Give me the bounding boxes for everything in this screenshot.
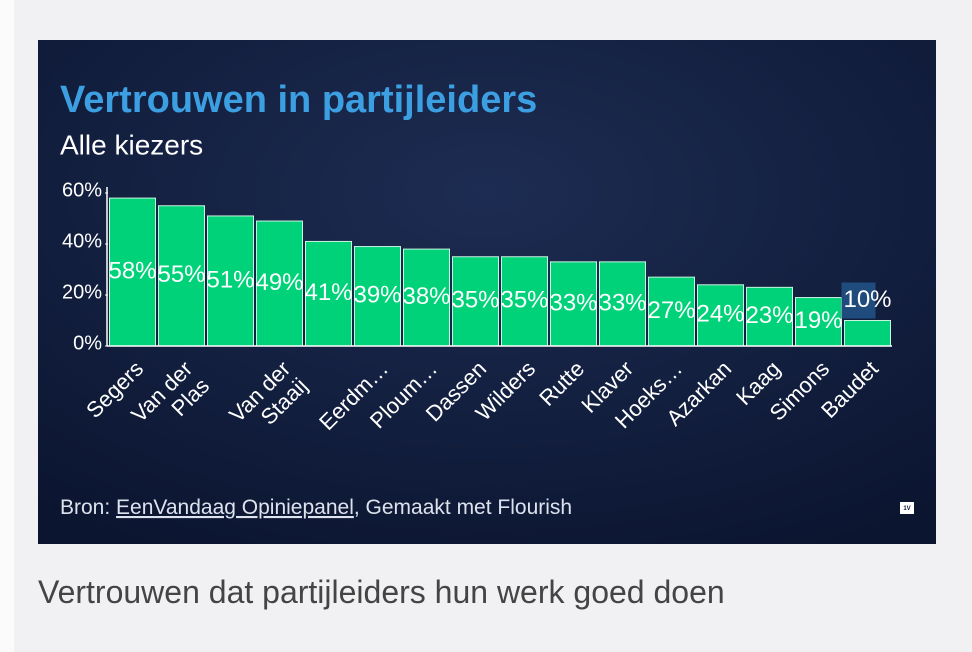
- y-tick-label: 20%: [62, 281, 102, 303]
- bar: [648, 276, 695, 347]
- source-prefix: Bron:: [60, 496, 110, 519]
- bar: [795, 297, 842, 347]
- value-label: 19%: [794, 307, 842, 334]
- logo-box: [900, 502, 914, 514]
- bar: [305, 240, 352, 347]
- caption: Vertrouwen dat partijleiders hun werk go…: [38, 574, 725, 610]
- chart-subtitle: Alle kiezers: [60, 129, 203, 160]
- value-label: 24%: [696, 301, 744, 328]
- value-label: 23%: [745, 302, 793, 329]
- logo: 1V: [903, 506, 910, 512]
- value-label: 35%: [500, 287, 548, 314]
- bar: [158, 205, 205, 347]
- value-label: 10%: [843, 286, 891, 313]
- value-label: 51%: [206, 266, 254, 293]
- value-label: 49%: [255, 269, 303, 296]
- bar: [403, 248, 450, 347]
- source-suffix: , Gemaakt met Flourish: [354, 496, 572, 519]
- value-label-box: [841, 282, 876, 319]
- value-label: 33%: [549, 289, 597, 316]
- value-label: 38%: [402, 283, 450, 310]
- value-label: 33%: [598, 289, 646, 316]
- y-tick-label: 0%: [73, 332, 102, 354]
- source-link[interactable]: EenVandaag Opiniepanel: [116, 496, 354, 519]
- source-text: Bron: EenVandaag Opiniepanel, Gemaakt me…: [60, 496, 572, 519]
- bar: [452, 256, 499, 347]
- bar: [256, 220, 303, 347]
- chart-panel: Vertrouwen in partijleiders Alle kiezers…: [38, 40, 936, 544]
- y-tick-label: 60%: [62, 179, 102, 201]
- chart-title: Vertrouwen in partijleiders: [60, 79, 537, 121]
- y-tick-label: 40%: [62, 230, 102, 252]
- bar: [550, 261, 597, 347]
- value-label: 55%: [157, 261, 205, 288]
- value-label: 58%: [108, 257, 156, 284]
- bar: [599, 261, 646, 347]
- value-label: 39%: [353, 282, 401, 309]
- value-label: 41%: [304, 279, 352, 306]
- value-label: 35%: [451, 287, 499, 314]
- bar: [844, 320, 891, 347]
- edge-strip: [0, 0, 14, 652]
- value-label: 27%: [647, 297, 695, 324]
- bar: [207, 215, 254, 347]
- chart: Vertrouwen in partijleiders Alle kiezers…: [38, 40, 936, 544]
- bar: [746, 286, 793, 347]
- bar: [697, 284, 744, 347]
